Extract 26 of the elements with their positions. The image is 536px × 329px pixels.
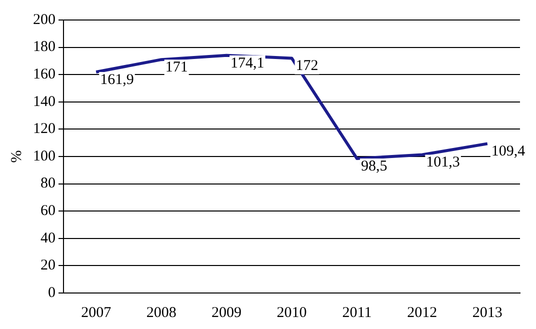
y-tick-label: 60 [40,203,56,220]
x-tick-label: 2008 [146,304,176,321]
x-tick-label: 2009 [212,304,242,321]
x-tick-label: 2011 [342,304,372,321]
data-label: 161,9 [100,72,134,88]
y-tick-label: 160 [33,66,56,83]
data-label: 98,5 [360,158,388,174]
y-tick-label: 20 [40,258,56,274]
y-tick-label: 80 [40,176,56,192]
x-tick-label: 2010 [276,304,307,321]
y-tick-label: 180 [33,39,56,56]
y-tick-label: 140 [33,94,56,110]
y-tick-label: 200 [33,12,56,28]
x-tick-label: 2012 [407,304,438,321]
data-label: 174,1 [230,55,264,72]
y-tick-label: 100 [33,148,56,164]
x-tick-label: 2013 [472,304,502,321]
x-tick-label: 2007 [81,304,112,321]
data-label: 172 [296,58,318,74]
data-label: 101,3 [426,154,460,171]
y-tick-label: 0 [48,284,56,301]
data-label: 171 [165,60,188,76]
y-tick-label: 40 [40,230,56,246]
y-axis-title: % [8,150,25,163]
data-label: 109,4 [491,144,526,160]
y-tick-label: 120 [33,121,56,138]
